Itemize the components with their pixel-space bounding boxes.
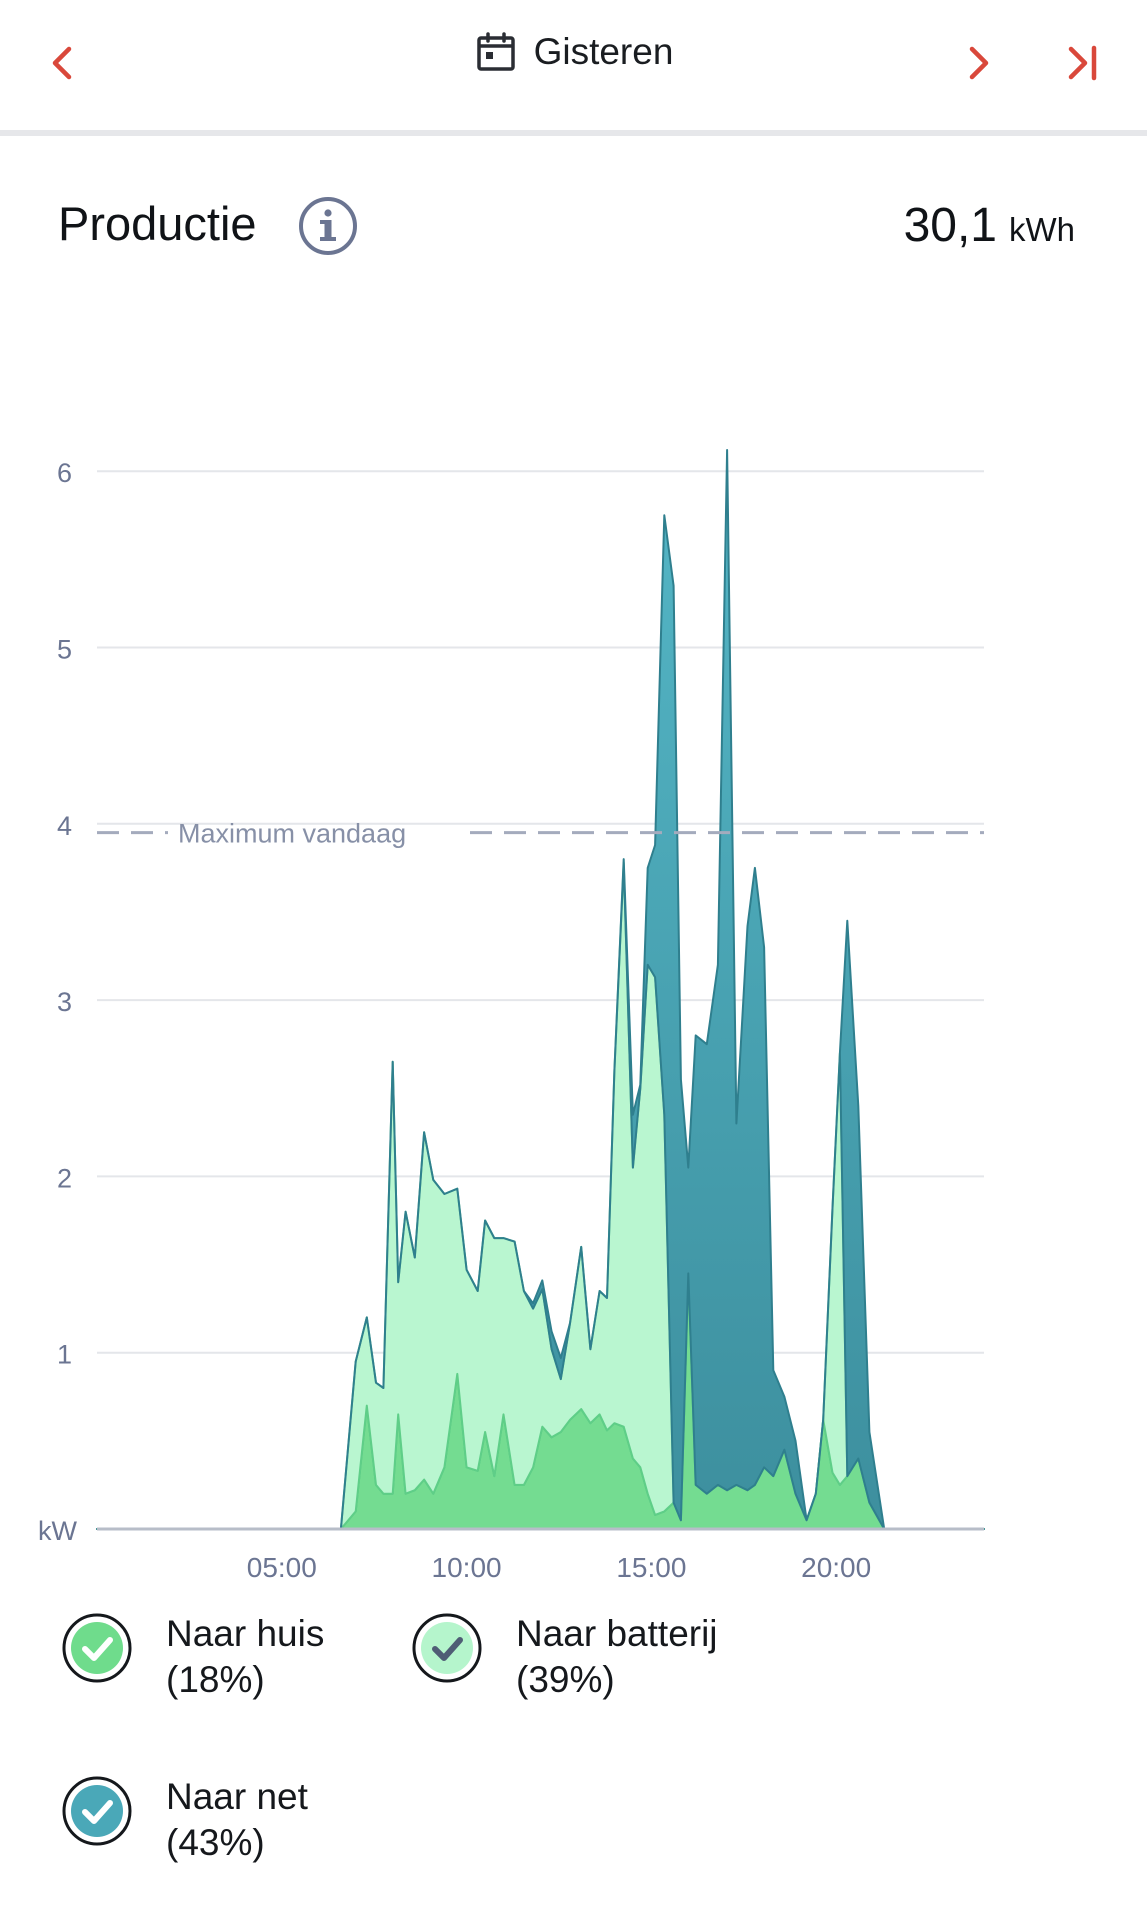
legend-percent: (39%) [516, 1659, 615, 1700]
date-selector[interactable]: Gisteren [0, 30, 1147, 74]
date-label: Gisteren [533, 31, 674, 72]
legend-label: Naar net [166, 1776, 308, 1817]
production-total: 30,1 kWh [904, 198, 1075, 253]
total-unit: kWh [1009, 211, 1075, 248]
reference-line-label: Maximum vandaag [178, 819, 406, 849]
skip-to-end-icon [1068, 45, 1097, 81]
info-icon[interactable] [298, 196, 358, 256]
check-circle-icon [62, 1613, 132, 1683]
check-mark [432, 1637, 463, 1661]
y-tick-label: 3 [57, 987, 72, 1017]
check-circle-icon [412, 1613, 482, 1683]
x-tick-label: 10:00 [432, 1552, 502, 1583]
next-day-button[interactable] [943, 28, 1013, 98]
legend-percent: (43%) [166, 1822, 265, 1863]
y-axis-unit: kW [38, 1516, 78, 1546]
calendar-icon [476, 32, 515, 71]
chevron-right-icon [969, 46, 989, 80]
legend-label: Naar batterij [516, 1613, 718, 1654]
y-tick-label: 4 [57, 811, 72, 841]
legend-item-naar-huis[interactable]: Naar huis (18%) [62, 1613, 324, 1703]
check-fill [71, 1622, 123, 1674]
legend-item-naar-batterij[interactable]: Naar batterij (39%) [412, 1613, 718, 1703]
top-bar: Gisteren [0, 0, 1147, 136]
total-value: 30,1 [903, 199, 997, 252]
last-day-button[interactable] [1048, 28, 1118, 98]
x-tick-label: 20:00 [801, 1552, 871, 1583]
y-tick-label: 5 [57, 635, 72, 665]
legend-item-naar-net[interactable]: Naar net (43%) [62, 1776, 308, 1866]
x-tick-label: 05:00 [247, 1552, 317, 1583]
production-title: Productie [58, 197, 257, 250]
check-mark [82, 1800, 113, 1824]
check-fill [421, 1622, 473, 1674]
chevron-left-icon [52, 46, 72, 80]
y-tick-label: 1 [57, 1340, 72, 1370]
x-tick-label: 15:00 [616, 1552, 686, 1583]
legend-percent: (18%) [166, 1659, 265, 1700]
y-tick-label: 2 [57, 1163, 72, 1193]
header-divider [0, 130, 1147, 136]
y-tick-label: 6 [57, 458, 72, 488]
previous-day-button[interactable] [28, 28, 98, 98]
check-fill [71, 1785, 123, 1837]
series-area-naar-net [96, 449, 985, 1530]
legend-label: Naar huis [166, 1613, 325, 1654]
check-circle-icon [62, 1776, 132, 1846]
check-mark [82, 1637, 113, 1661]
